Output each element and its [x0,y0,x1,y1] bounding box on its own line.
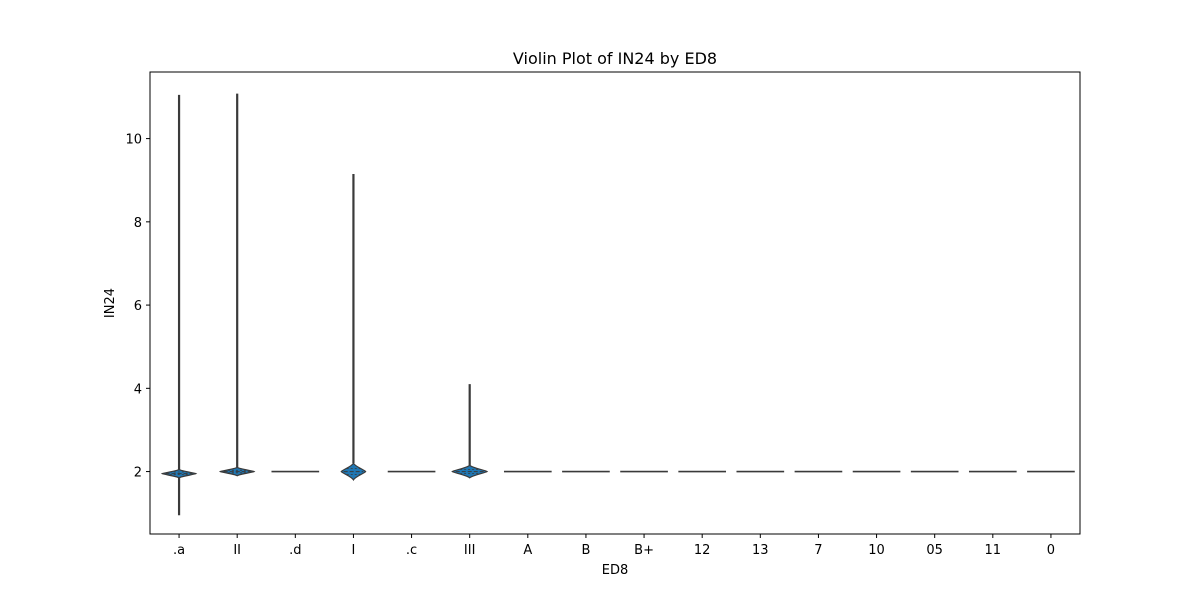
violin-III [451,384,489,479]
x-tick-label: 0 [1047,543,1055,558]
x-tick-label: A [523,543,532,558]
x-tick-label: III [464,543,476,558]
x-tick-label: .c [406,543,417,558]
x-tick-label: 05 [926,543,943,558]
violin-I [340,173,367,482]
x-tick-label: 7 [814,543,822,558]
plot-area [160,93,1075,516]
violin-II [218,93,256,477]
x-tick-label: B [581,543,590,558]
x-tick-label: I [352,543,356,558]
violin-.a [160,94,198,516]
x-tick-label: 10 [868,543,885,558]
y-tick-label: 6 [134,299,142,314]
plot-frame [149,71,1081,535]
y-axis-title: IN24 [103,288,118,318]
x-axis: .a II .d I .c III A B B+ 12 13 7 10 05 11 0 [173,534,1055,558]
x-tick-label: 13 [752,543,769,558]
x-tick-label: B+ [634,543,654,558]
x-tick-label: .a [173,543,185,558]
y-tick-label: 4 [134,382,142,397]
y-axis: 2 4 6 8 10 [125,133,150,481]
x-tick-label: 12 [694,543,711,558]
x-axis-title: ED8 [602,563,629,578]
y-tick-label: 10 [125,133,142,148]
x-tick-label: .d [289,543,301,558]
y-tick-label: 8 [134,216,142,231]
chart-title: Violin Plot of IN24 by ED8 [513,49,717,68]
y-tick-label: 2 [134,466,142,481]
x-tick-label: 11 [985,543,1002,558]
x-tick-label: II [233,543,241,558]
